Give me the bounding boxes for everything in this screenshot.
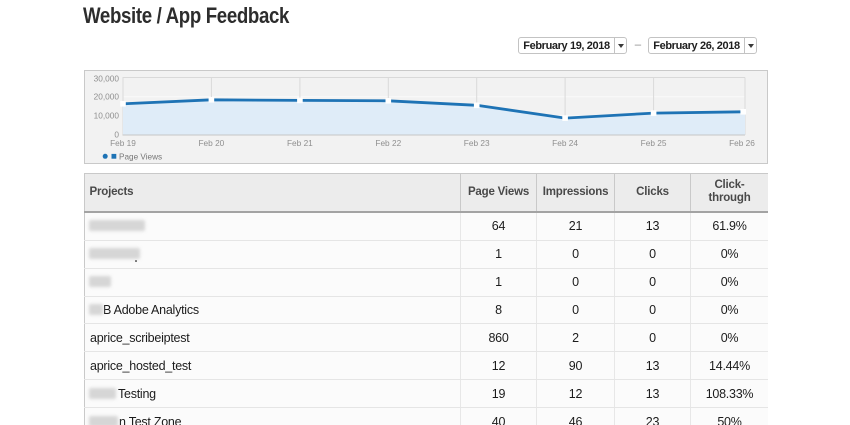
svg-text:10,000: 10,000 [94,111,120,121]
svg-text:Page Views: Page Views [119,152,162,161]
svg-text:Feb 21: Feb 21 [287,138,313,148]
svg-text:Feb 19: Feb 19 [110,138,136,148]
svg-text:Feb 26: Feb 26 [729,138,755,148]
svg-text:0: 0 [114,130,119,140]
svg-text:Feb 20: Feb 20 [198,138,224,148]
svg-text:30,000: 30,000 [94,74,120,84]
svg-text:Feb 25: Feb 25 [641,138,667,148]
svg-text:Feb 22: Feb 22 [375,138,401,148]
svg-text:Feb 24: Feb 24 [552,138,578,148]
svg-text:20,000: 20,000 [94,92,120,102]
svg-text:Feb 23: Feb 23 [464,138,490,148]
